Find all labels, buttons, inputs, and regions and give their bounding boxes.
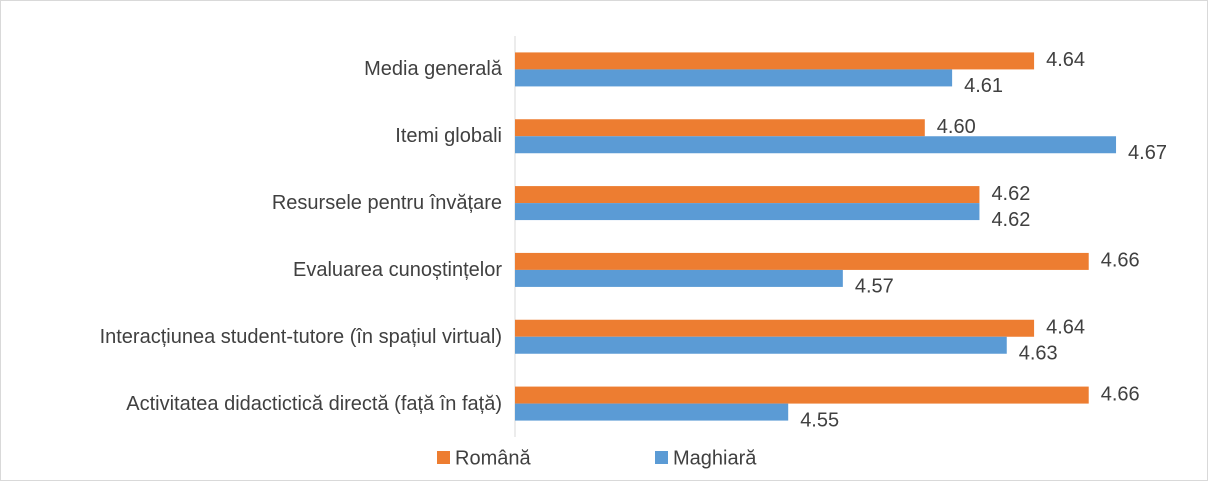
value-label: 4.62 [991,209,1030,231]
value-label: 4.64 [1046,49,1085,71]
bar [515,69,953,87]
value-label: 4.62 [991,183,1030,205]
value-label: 4.55 [800,409,839,431]
legend-swatch [655,451,668,464]
legend-label: Română [455,447,531,469]
value-label: 4.66 [1101,383,1140,405]
bar [515,136,1117,154]
bar [515,336,1007,354]
value-label: 4.61 [964,75,1003,97]
bar [515,403,789,421]
legend-label: Maghiară [673,447,757,469]
value-label: 4.64 [1046,317,1085,339]
bar [515,252,1089,270]
legend-swatch [437,451,450,464]
category-label: Evaluarea cunoștințelor [292,258,502,281]
value-label: 4.67 [1128,142,1167,164]
bar [515,386,1089,404]
value-label: 4.57 [855,276,894,298]
category-label: Itemi globali [395,125,502,148]
value-label: 4.60 [937,116,976,138]
category-label: Resursele pentru învățare [271,192,502,215]
category-label: Media generală [364,58,502,81]
bar [515,319,1035,337]
bar [515,186,980,204]
bar [515,52,1035,70]
category-label: Activitatea didactictică directă (față î… [126,392,502,415]
bar [515,119,925,137]
bar [515,269,843,287]
bar [515,203,980,221]
category-label: Interacțiunea student-tutore (în spațiul… [99,325,502,348]
value-label: 4.63 [1019,343,1058,365]
value-label: 4.66 [1101,250,1140,272]
